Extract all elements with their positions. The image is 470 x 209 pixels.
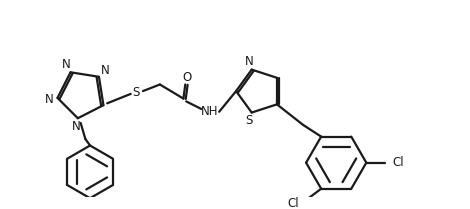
Text: Cl: Cl <box>287 197 298 209</box>
Text: N: N <box>45 93 54 106</box>
Text: N: N <box>245 55 253 68</box>
Text: O: O <box>182 71 192 84</box>
Text: NH: NH <box>201 105 219 118</box>
Text: S: S <box>245 114 253 127</box>
Text: N: N <box>72 120 81 133</box>
Text: S: S <box>133 85 140 98</box>
Text: Cl: Cl <box>392 156 404 169</box>
Text: N: N <box>63 58 71 71</box>
Text: N: N <box>101 64 110 77</box>
